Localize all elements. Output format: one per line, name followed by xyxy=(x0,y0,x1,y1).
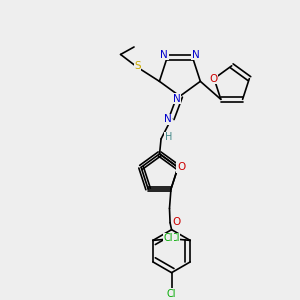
Text: N: N xyxy=(160,50,168,60)
Text: N: N xyxy=(164,114,172,124)
Text: S: S xyxy=(134,61,141,71)
Text: O: O xyxy=(172,217,181,226)
Text: O: O xyxy=(209,74,217,84)
Text: Cl: Cl xyxy=(167,289,176,299)
Text: N: N xyxy=(173,94,181,103)
Text: O: O xyxy=(177,162,185,172)
Text: H: H xyxy=(165,132,172,142)
Text: Cl: Cl xyxy=(170,233,179,243)
Text: N: N xyxy=(192,50,200,60)
Text: Cl: Cl xyxy=(164,233,173,243)
